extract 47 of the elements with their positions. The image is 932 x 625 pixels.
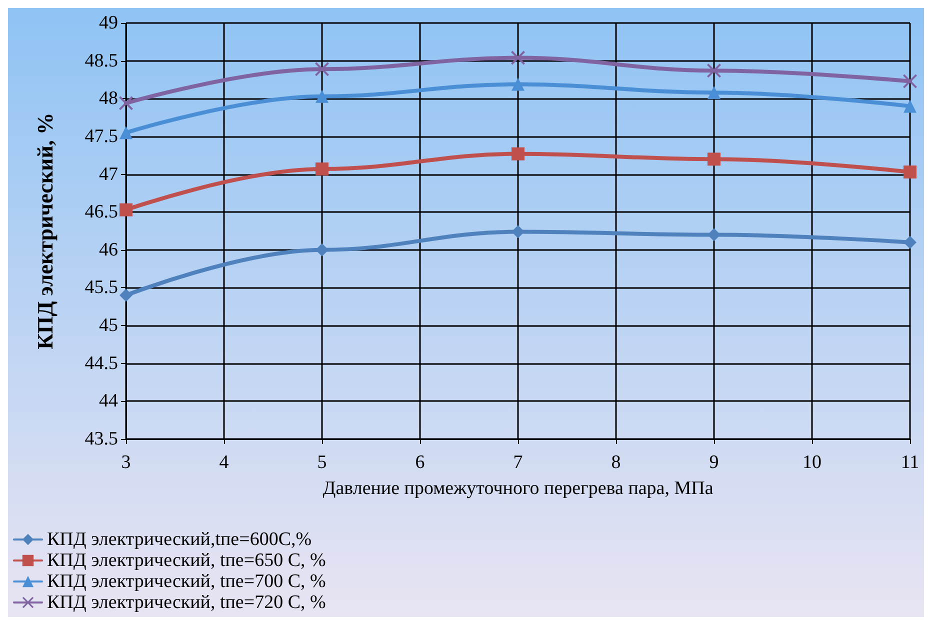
y-tick-label: 47.5 [84, 126, 118, 147]
point [707, 64, 721, 78]
y-tick-label: 46 [99, 239, 118, 260]
point [904, 100, 916, 113]
x-tick-label: 11 [900, 452, 920, 473]
y-tick-label: 43.5 [84, 428, 118, 450]
point [512, 78, 524, 91]
point [904, 166, 916, 179]
legend-label: КПД электрический, tпе=700 С, % [47, 571, 326, 592]
point [316, 243, 328, 256]
y-tick-label: 46.5 [84, 202, 118, 223]
point [512, 225, 524, 238]
point [316, 90, 328, 103]
point [119, 96, 133, 110]
point [315, 62, 329, 76]
y-tick-label: 48 [99, 88, 118, 110]
legend-label: КПД электрический, tпе=720 С, % [47, 592, 326, 613]
x-tick-label: 8 [611, 452, 621, 473]
point [512, 147, 524, 160]
x-tick-label: 7 [513, 452, 523, 473]
point [120, 126, 132, 140]
x-tick-label: 5 [317, 452, 327, 473]
y-tick-label: 45 [99, 315, 118, 336]
y-tick-label: 47 [99, 164, 118, 185]
point [904, 236, 916, 249]
point [120, 288, 132, 302]
x-tick-label: 6 [415, 452, 425, 473]
point [708, 86, 720, 100]
y-tick-label: 44.5 [84, 352, 118, 374]
point [903, 74, 917, 88]
point [511, 50, 525, 65]
point [708, 228, 720, 242]
y-tick-label: 48.5 [84, 50, 118, 72]
point [120, 203, 132, 216]
x-tick-label: 3 [121, 452, 131, 473]
legend-label: КПД электрический, tпе=650 С, % [47, 550, 326, 571]
x-axis-title: Давление промежуточного перегрева пара, МПа [322, 478, 714, 499]
legend-label: КПД электрический,tпе=600С,% [47, 529, 312, 550]
x-tick-label: 9 [709, 452, 719, 473]
y-tick-label: 45.5 [84, 277, 118, 298]
x-tick-label: 10 [802, 452, 822, 473]
y-axis-title: КПД электрический, % [32, 112, 58, 350]
point [708, 152, 720, 166]
y-tick-label: 49 [99, 12, 118, 34]
y-tick-label: 44 [99, 390, 118, 412]
x-tick-label: 4 [219, 452, 230, 473]
point [316, 162, 328, 176]
